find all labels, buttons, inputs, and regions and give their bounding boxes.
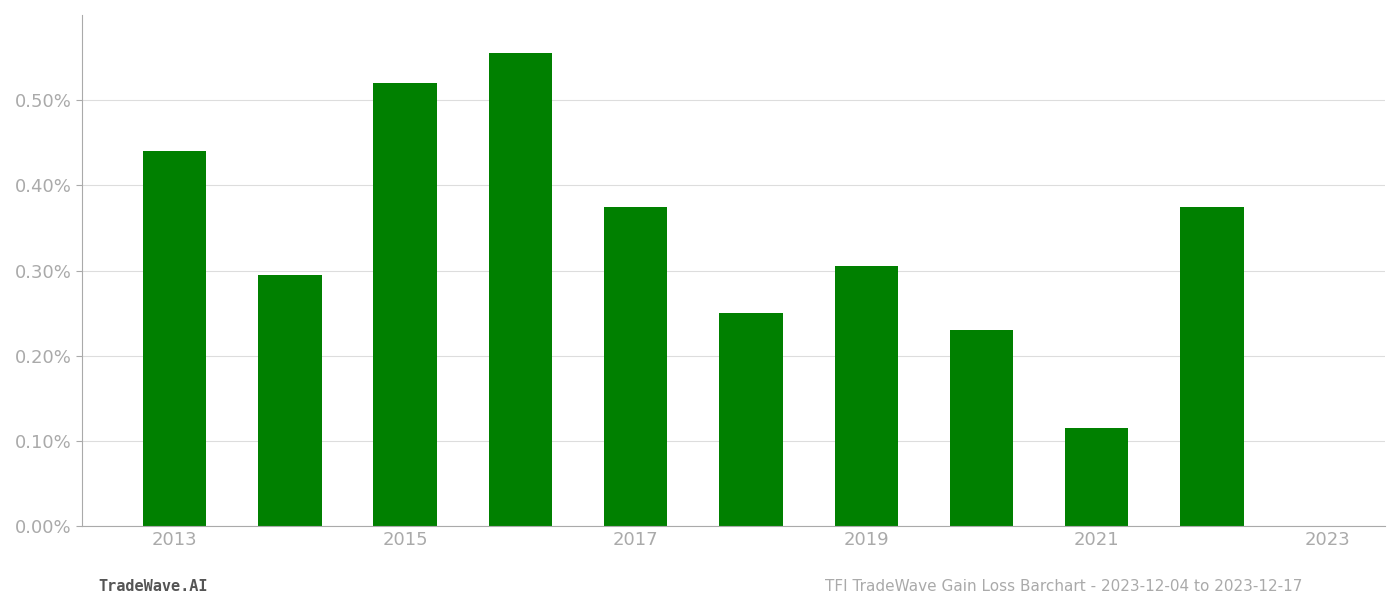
Bar (1065, 428, 1128, 526)
Bar (1180, 206, 1243, 526)
Bar (834, 266, 897, 526)
Bar (949, 330, 1014, 526)
Bar (720, 313, 783, 526)
Bar (258, 275, 322, 526)
Bar (489, 53, 552, 526)
Text: TFI TradeWave Gain Loss Barchart - 2023-12-04 to 2023-12-17: TFI TradeWave Gain Loss Barchart - 2023-… (825, 579, 1302, 594)
Text: TradeWave.AI: TradeWave.AI (98, 579, 207, 594)
Bar (603, 206, 668, 526)
Bar (374, 83, 437, 526)
Bar (143, 151, 206, 526)
